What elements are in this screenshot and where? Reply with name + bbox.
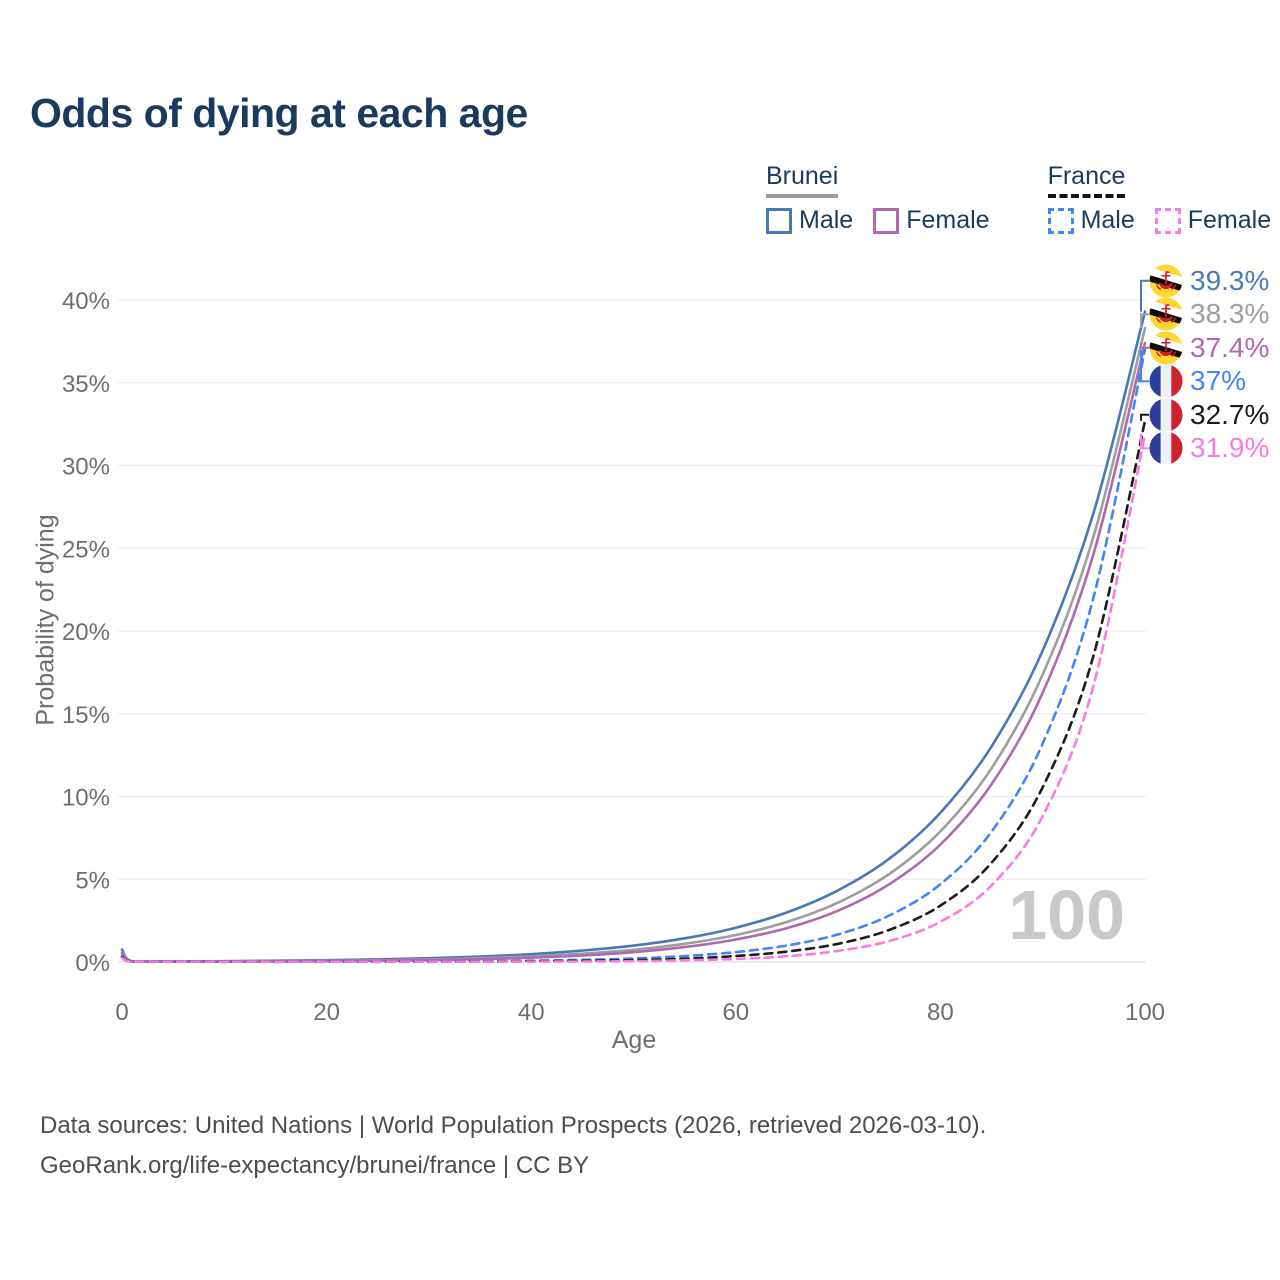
france-flag-icon	[1149, 398, 1183, 432]
y-tick-label: 30%	[62, 454, 110, 481]
end-label-value: 38.3%	[1190, 298, 1270, 329]
x-tick-label: 100	[1125, 999, 1165, 1026]
legend-item-brunei-male[interactable]: Male	[766, 206, 853, 235]
end-label-value: 37.4%	[1190, 332, 1270, 363]
legend-item-label: Female	[1187, 206, 1272, 234]
y-tick-label: 20%	[62, 619, 110, 646]
x-tick-label: 60	[722, 999, 749, 1026]
series-line-france-female	[120, 432, 1147, 964]
y-tick-label: 25%	[62, 536, 110, 563]
end-label-connector	[1140, 313, 1149, 329]
y-axis-title: Probability of dying	[31, 514, 60, 726]
brunei-flag-icon	[1149, 331, 1183, 365]
y-tick-label: 10%	[62, 785, 110, 812]
france-female-swatch-icon	[1154, 207, 1181, 234]
x-tick-label: 40	[518, 999, 545, 1026]
end-label-connector	[1140, 279, 1149, 312]
series-line-brunei-male	[120, 310, 1147, 963]
legend-item-label: Female	[906, 206, 990, 234]
brunei-flag-icon	[1149, 297, 1183, 331]
end-label-value: 31.9%	[1190, 432, 1270, 463]
age-annotation: 100	[1008, 876, 1125, 954]
legend-item-label: Male	[1080, 206, 1135, 234]
legend-france-header[interactable]: France	[1047, 162, 1126, 198]
series-line-france-male	[120, 348, 1147, 964]
brunei-flag-icon	[1149, 264, 1183, 298]
legend: Brunei Male Female France Male	[766, 162, 1271, 235]
france-flag-icon	[1149, 431, 1183, 465]
end-label-connector	[1140, 434, 1149, 450]
end-label-brunei-both: 38.3%	[1149, 297, 1269, 331]
y-tick-label: 40%	[62, 288, 110, 315]
end-label-value: 32.7%	[1190, 399, 1270, 430]
end-label-value: 39.3%	[1190, 265, 1270, 296]
legend-item-label: Male	[799, 206, 854, 234]
series-line-brunei-both	[120, 326, 1147, 963]
end-label-connector	[1140, 349, 1149, 383]
end-label-value: 37%	[1190, 365, 1247, 396]
x-tick-label: 0	[115, 999, 128, 1026]
end-label-france-both: 32.7%	[1149, 398, 1269, 432]
data-sources-line: Data sources: United Nations | World Pop…	[40, 1112, 987, 1139]
end-label-connector	[1140, 413, 1149, 421]
legend-group-france: France Male Female	[1047, 162, 1272, 235]
end-label-brunei-male: 39.3%	[1149, 264, 1269, 298]
attribution-line: GeoRank.org/life-expectancy/brunei/franc…	[40, 1152, 590, 1179]
brunei-male-swatch-icon	[766, 207, 792, 234]
legend-item-france-male[interactable]: Male	[1047, 206, 1135, 235]
y-tick-label: 5%	[75, 867, 110, 894]
y-tick-label: 0%	[75, 950, 110, 977]
legend-brunei-header[interactable]: Brunei	[766, 162, 839, 198]
end-label-france-female: 31.9%	[1149, 431, 1269, 465]
legend-item-france-female[interactable]: Female	[1154, 206, 1272, 235]
brunei-female-swatch-icon	[873, 207, 900, 234]
page-title: Odds of dying at each age	[30, 90, 528, 136]
y-tick-label: 15%	[62, 702, 110, 729]
x-tick-label: 20	[313, 999, 340, 1026]
series-line-brunei-female	[120, 341, 1147, 964]
legend-item-brunei-female[interactable]: Female	[873, 206, 990, 235]
end-label-connector	[1140, 343, 1149, 349]
legend-group-brunei: Brunei Male Female	[766, 162, 990, 235]
end-label-brunei-female: 37.4%	[1149, 331, 1269, 365]
source-credits: Data sources: United Nations | World Pop…	[40, 1106, 986, 1186]
france-flag-icon	[1149, 364, 1183, 398]
x-axis-title: Age	[611, 1026, 657, 1054]
y-tick-label: 35%	[62, 371, 110, 398]
france-male-swatch-icon	[1047, 207, 1074, 234]
end-label-france-male: 37%	[1149, 364, 1246, 398]
x-tick-label: 80	[927, 999, 954, 1026]
